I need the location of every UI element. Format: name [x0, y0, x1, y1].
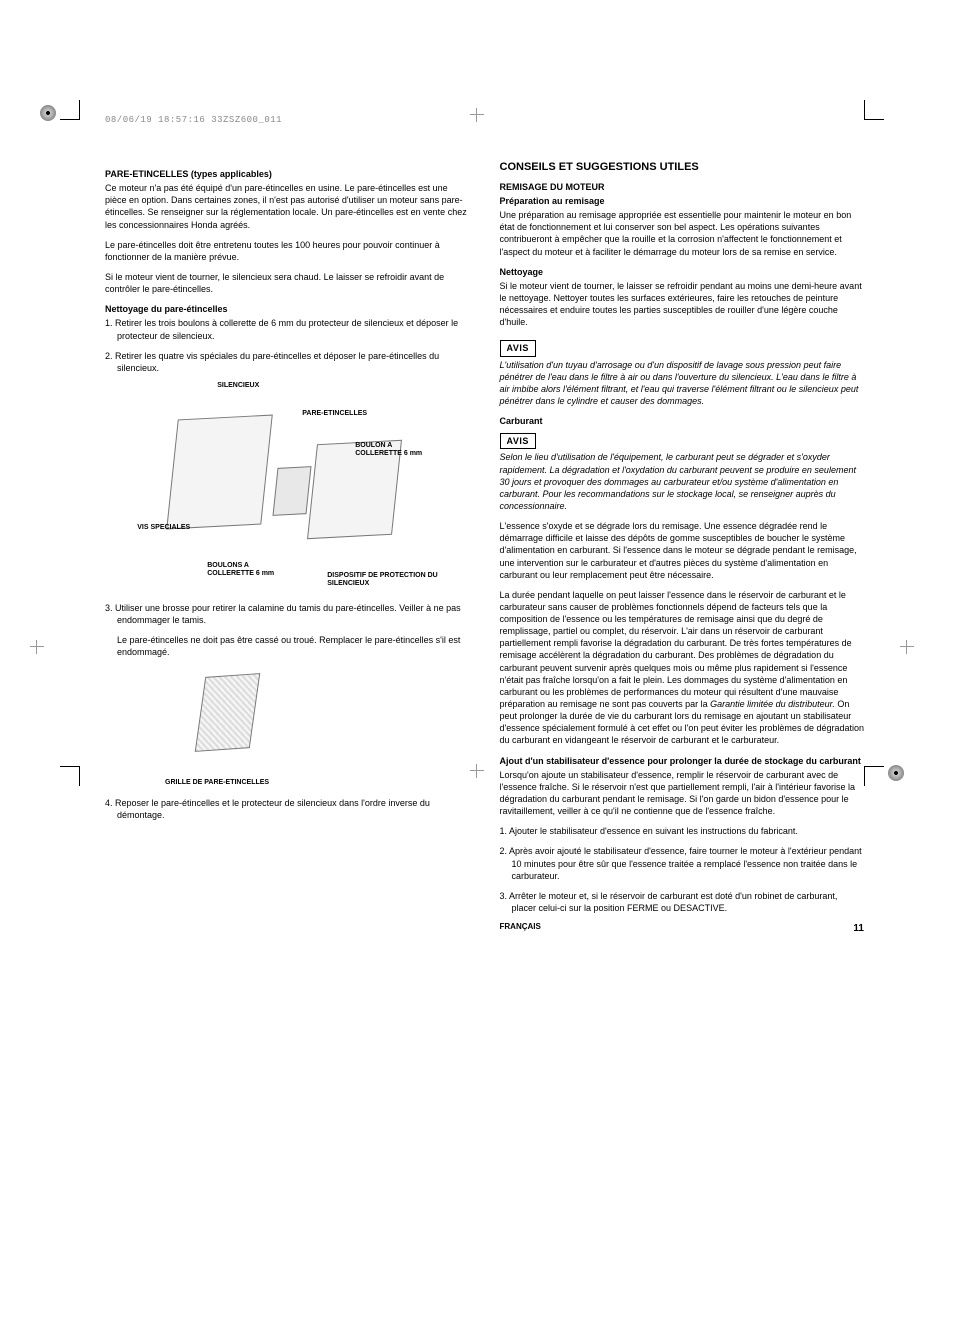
step-list: 3. Utiliser une brosse pour retirer la c…: [105, 602, 470, 626]
right-column: CONSEILS ET SUGGESTIONS UTILES REMISAGE …: [500, 160, 865, 936]
footer-language: FRANÇAIS: [500, 922, 541, 936]
subsection-title: Ajout d'un stabilisateur d'essence pour …: [500, 755, 865, 767]
footer-page-number: 11: [853, 922, 864, 936]
figure-label: GRILLE DE PARE-ETINCELLES: [165, 779, 269, 787]
figure-label: SILENCIEUX: [217, 382, 259, 390]
crop-mark-icon: [60, 100, 80, 120]
subsection-title: Préparation au remisage: [500, 195, 865, 207]
figure-label: VIS SPECIALES: [137, 524, 190, 532]
body-paragraph: Lorsqu'on ajoute un stabilisateur d'esse…: [500, 769, 865, 818]
crop-mark-icon: [864, 100, 884, 120]
screen-shape: [195, 673, 261, 752]
silencer-shape: [166, 414, 273, 529]
body-paragraph: Si le moteur vient de tourner, le silenc…: [105, 271, 470, 295]
step-item: 2. Après avoir ajouté le stabilisateur d…: [500, 845, 865, 881]
crop-mark-icon: [864, 766, 884, 786]
step-item: 1. Ajouter le stabilisateur d'essence en…: [500, 825, 865, 837]
crosshair-icon: [900, 640, 914, 654]
notice-badge: AVIS: [500, 340, 536, 356]
body-paragraph: Le pare-étincelles ne doit pas être cass…: [105, 634, 470, 658]
screen-figure: GRILLE DE PARE-ETINCELLES: [165, 667, 335, 787]
left-column: PARE-ETINCELLES (types applicables) Ce m…: [105, 160, 470, 936]
subsection-title: Nettoyage du pare-étincelles: [105, 303, 470, 315]
subsection-title: Carburant: [500, 415, 865, 427]
notice-badge: AVIS: [500, 433, 536, 449]
notice-text: L'utilisation d'un tuyau d'arrosage ou d…: [500, 359, 865, 408]
registration-mark-icon: [40, 105, 56, 121]
figure-label: BOULON A COLLERETTE 6 mm: [355, 442, 435, 457]
exploded-diagram-figure: SILENCIEUX PARE-ETINCELLES BOULON A COLL…: [137, 382, 437, 592]
figure-label: DISPOSITIF DE PROTECTION DU SILENCIEUX: [327, 572, 447, 587]
step-list: 1. Ajouter le stabilisateur d'essence en…: [500, 825, 865, 914]
content-columns: PARE-ETINCELLES (types applicables) Ce m…: [105, 160, 864, 936]
crosshair-icon: [30, 640, 44, 654]
section-title: PARE-ETINCELLES (types applicables): [105, 168, 470, 180]
step-item: 1. Retirer les trois boulons à collerett…: [105, 317, 470, 341]
figure-label: BOULONS A COLLERETTE 6 mm: [207, 562, 297, 577]
step-item: 3. Utiliser une brosse pour retirer la c…: [105, 602, 470, 626]
body-paragraph: Le pare-étincelles doit être entretenu t…: [105, 239, 470, 263]
body-paragraph: La durée pendant laquelle on peut laisse…: [500, 589, 865, 747]
notice-text: Selon le lieu d'utilisation de l'équipem…: [500, 451, 865, 512]
crosshair-icon: [470, 764, 484, 778]
step-item: 4. Reposer le pare-étincelles et le prot…: [105, 797, 470, 821]
paragraph-text-emphasis: Garantie limitée du distributeur.: [710, 699, 835, 709]
subsection-title: Nettoyage: [500, 266, 865, 278]
body-paragraph: L'essence s'oxyde et se dégrade lors du …: [500, 520, 865, 581]
step-item: 2. Retirer les quatre vis spéciales du p…: [105, 350, 470, 374]
step-list: 1. Retirer les trois boulons à collerett…: [105, 317, 470, 374]
paragraph-text: La durée pendant laquelle on peut laisse…: [500, 590, 852, 709]
section-title: CONSEILS ET SUGGESTIONS UTILES: [500, 160, 865, 175]
doc-header-code: 08/06/19 18:57:16 33ZSZ600_011: [105, 115, 282, 125]
body-paragraph: Si le moteur vient de tourner, le laisse…: [500, 280, 865, 329]
figure-label: PARE-ETINCELLES: [302, 410, 367, 418]
body-paragraph: Ce moteur n'a pas été équipé d'un pare-é…: [105, 182, 470, 231]
body-paragraph: Une préparation au remisage appropriée e…: [500, 209, 865, 258]
crosshair-icon: [470, 108, 484, 122]
registration-mark-icon: [888, 765, 904, 781]
subsection-title: REMISAGE DU MOTEUR: [500, 181, 865, 193]
crop-mark-icon: [60, 766, 80, 786]
step-list: 4. Reposer le pare-étincelles et le prot…: [105, 797, 470, 821]
page-footer: FRANÇAIS 11: [500, 922, 865, 936]
step-item: 3. Arrêter le moteur et, si le réservoir…: [500, 890, 865, 914]
spark-arrester-shape: [273, 466, 312, 516]
page: 08/06/19 18:57:16 33ZSZ600_011 PARE-ETIN…: [0, 0, 954, 996]
